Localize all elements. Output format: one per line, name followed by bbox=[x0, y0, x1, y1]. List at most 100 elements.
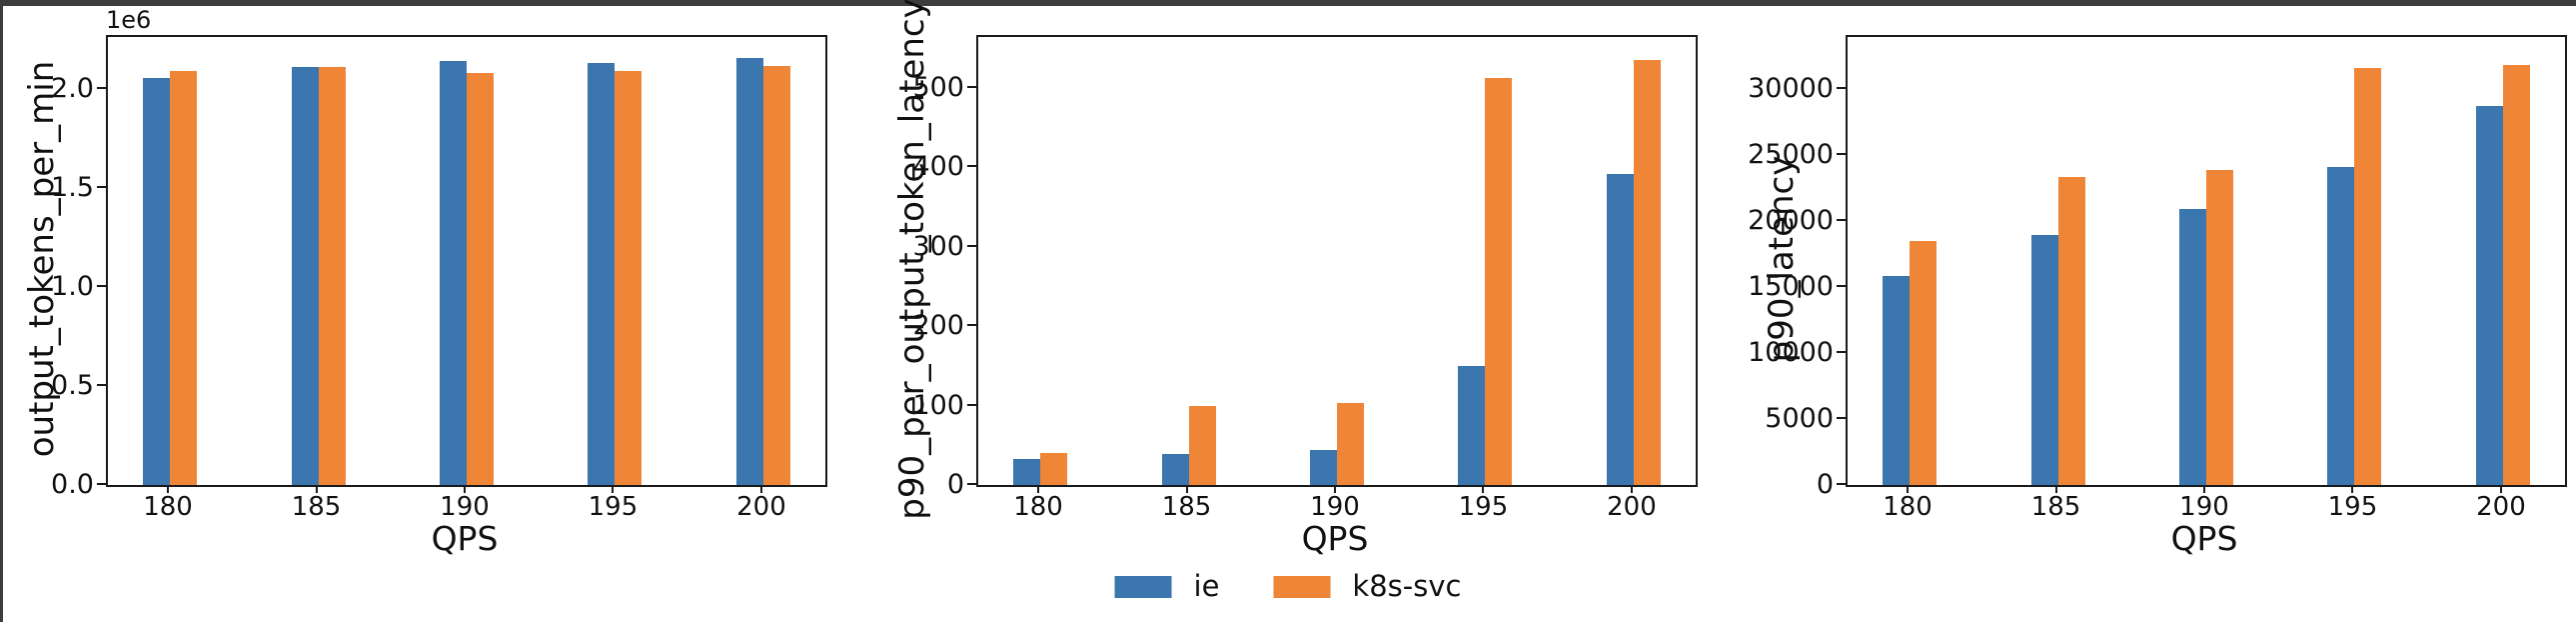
y-tick-mark bbox=[967, 324, 976, 327]
x-axis-label: QPS bbox=[431, 519, 499, 558]
y-tick-mark bbox=[1837, 284, 1846, 287]
x-tick-mark bbox=[2499, 485, 2502, 493]
bar-k8s-svc bbox=[2058, 177, 2085, 485]
x-tick-mark bbox=[1037, 485, 1040, 493]
x-axis-label: QPS bbox=[2170, 519, 2238, 558]
y-tick-label: 15000 bbox=[1748, 270, 1834, 302]
bar-k8s-svc bbox=[319, 67, 346, 485]
x-tick-mark bbox=[612, 485, 615, 493]
legend: ie k8s-svc bbox=[1114, 569, 1461, 603]
y-tick-mark bbox=[1837, 416, 1846, 419]
bar-ie bbox=[588, 63, 615, 485]
bar-ie bbox=[1607, 174, 1634, 485]
bar-ie bbox=[2327, 167, 2354, 485]
bar-k8s-svc bbox=[1910, 241, 1936, 485]
y-tick-label: 10000 bbox=[1748, 336, 1834, 368]
y-tick-mark bbox=[97, 185, 106, 188]
legend-item-k8s-svc: k8s-svc bbox=[1273, 572, 1461, 601]
x-tick-label: 180 bbox=[1883, 492, 1932, 522]
bar-ie bbox=[2031, 235, 2058, 485]
y-tick-label: 100 bbox=[912, 389, 964, 421]
plot-area bbox=[976, 35, 1698, 487]
y-tick-mark bbox=[967, 403, 976, 406]
bar-ie bbox=[1162, 454, 1189, 485]
x-tick-label: 200 bbox=[1607, 492, 1657, 522]
plot-area bbox=[106, 35, 827, 487]
x-tick-mark bbox=[315, 485, 318, 493]
y-tick-label: 5000 bbox=[1765, 402, 1834, 434]
y-tick-label: 500 bbox=[912, 71, 964, 103]
bar-k8s-svc bbox=[2354, 68, 2381, 485]
x-tick-mark bbox=[2054, 485, 2057, 493]
y-tick-mark bbox=[1837, 86, 1846, 89]
y-tick-mark bbox=[967, 165, 976, 168]
bar-k8s-svc bbox=[2206, 170, 2233, 485]
x-tick-label: 200 bbox=[2476, 492, 2526, 522]
legend-item-ie: ie bbox=[1114, 569, 1220, 603]
y-tick-label: 0.0 bbox=[51, 469, 94, 500]
bar-k8s-svc bbox=[1337, 403, 1364, 485]
window-edge-top bbox=[0, 0, 2576, 6]
x-tick-label: 190 bbox=[1310, 492, 1360, 522]
window-edge-left bbox=[0, 0, 3, 622]
bar-ie bbox=[1883, 276, 1910, 485]
bar-k8s-svc bbox=[2503, 65, 2530, 485]
x-tick-label: 195 bbox=[588, 492, 639, 522]
y-tick-label: 2.0 bbox=[51, 72, 94, 104]
bar-k8s-svc bbox=[615, 71, 642, 485]
y-tick-mark bbox=[967, 85, 976, 88]
y-tick-mark bbox=[967, 483, 976, 485]
x-axis-label: QPS bbox=[1301, 519, 1369, 558]
y-tick-mark bbox=[1837, 152, 1846, 155]
bar-k8s-svc bbox=[467, 73, 494, 485]
bar-k8s-svc bbox=[1634, 60, 1661, 485]
y-tick-mark bbox=[97, 284, 106, 287]
bar-k8s-svc bbox=[170, 71, 197, 485]
y-tick-label: 0.5 bbox=[51, 369, 94, 401]
y-tick-mark bbox=[1837, 350, 1846, 353]
y-tick-label: 1.0 bbox=[51, 270, 94, 302]
y-tick-mark bbox=[1837, 218, 1846, 221]
y-tick-label: 30000 bbox=[1748, 72, 1834, 104]
x-tick-mark bbox=[1482, 485, 1485, 493]
y-tick-mark bbox=[97, 383, 106, 386]
legend-label-k8s-svc: k8s-svc bbox=[1352, 569, 1462, 603]
y-tick-label: 1.5 bbox=[51, 171, 94, 203]
x-tick-mark bbox=[1185, 485, 1188, 493]
bar-k8s-svc bbox=[763, 66, 790, 485]
bar-k8s-svc bbox=[1485, 78, 1512, 485]
bar-ie bbox=[736, 58, 763, 485]
bar-k8s-svc bbox=[1189, 406, 1216, 485]
x-tick-mark bbox=[2351, 485, 2354, 493]
plot-area bbox=[1846, 35, 2567, 487]
x-tick-mark bbox=[464, 485, 466, 493]
bar-ie bbox=[143, 78, 170, 485]
y-tick-mark bbox=[97, 86, 106, 89]
x-tick-label: 195 bbox=[1458, 492, 1509, 522]
y-tick-label: 200 bbox=[912, 310, 964, 342]
x-tick-mark bbox=[759, 485, 762, 493]
y-tick-label: 20000 bbox=[1748, 204, 1834, 236]
x-tick-mark bbox=[167, 485, 170, 493]
y-tick-label: 25000 bbox=[1748, 138, 1834, 170]
bar-k8s-svc bbox=[1040, 453, 1067, 485]
legend-swatch-ie bbox=[1114, 575, 1172, 598]
x-tick-label: 185 bbox=[1161, 492, 1212, 522]
x-tick-label: 185 bbox=[291, 492, 342, 522]
y-tick-label: 0 bbox=[946, 469, 964, 500]
bar-ie bbox=[2179, 209, 2206, 485]
x-tick-mark bbox=[2203, 485, 2205, 493]
x-tick-mark bbox=[1334, 485, 1336, 493]
bar-ie bbox=[440, 61, 467, 485]
legend-label-ie: ie bbox=[1193, 569, 1220, 603]
bar-ie bbox=[292, 67, 319, 485]
x-tick-mark bbox=[1630, 485, 1633, 493]
bar-ie bbox=[1458, 366, 1485, 485]
x-tick-label: 200 bbox=[736, 492, 786, 522]
y-tick-label: 400 bbox=[912, 151, 964, 183]
x-tick-label: 195 bbox=[2327, 492, 2378, 522]
